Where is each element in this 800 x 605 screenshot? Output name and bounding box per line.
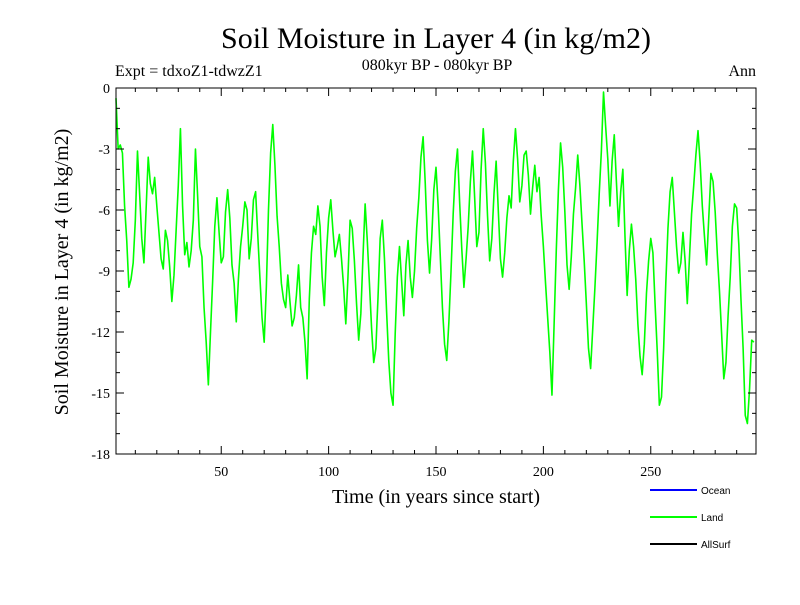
chart-title: Soil Moisture in Layer 4 (in kg/m2)	[221, 22, 651, 55]
legend: Ocean Land AllSurf	[650, 486, 731, 551]
chart-subtitle: 080kyr BP - 080kyr BP	[362, 57, 513, 74]
x-tick-label: 50	[214, 465, 228, 480]
season-label: Ann	[728, 63, 756, 80]
legend-label-allsurf: AllSurf	[701, 540, 731, 551]
y-axis-label: Soil Moisture in Layer 4 (in kg/m2)	[51, 129, 73, 416]
y-tick-label: -18	[91, 448, 110, 463]
y-tick-label: -12	[91, 326, 110, 341]
plot-area: 0 -3 -6 -9 -12 -15 -18 50 100 150 200 250	[91, 82, 757, 480]
experiment-label: Expt = tdxoZ1-tdwzZ1	[115, 63, 263, 80]
y-tick-label: -6	[98, 204, 110, 219]
legend-label-ocean: Ocean	[701, 486, 730, 497]
y-tick-label: -9	[98, 265, 110, 280]
x-tick-label: 100	[318, 465, 339, 480]
x-tick-label: 200	[533, 465, 554, 480]
series-line-land	[115, 91, 755, 425]
legend-label-land: Land	[701, 513, 723, 524]
y-tick-label: 0	[103, 82, 110, 97]
x-tick-label: 150	[426, 465, 447, 480]
x-tick-label: 250	[640, 465, 661, 480]
plot-frame	[115, 87, 757, 455]
y-tick-label: -3	[98, 143, 110, 158]
x-axis-label: Time (in years since start)	[332, 486, 540, 508]
y-tick-label: -15	[91, 387, 110, 402]
